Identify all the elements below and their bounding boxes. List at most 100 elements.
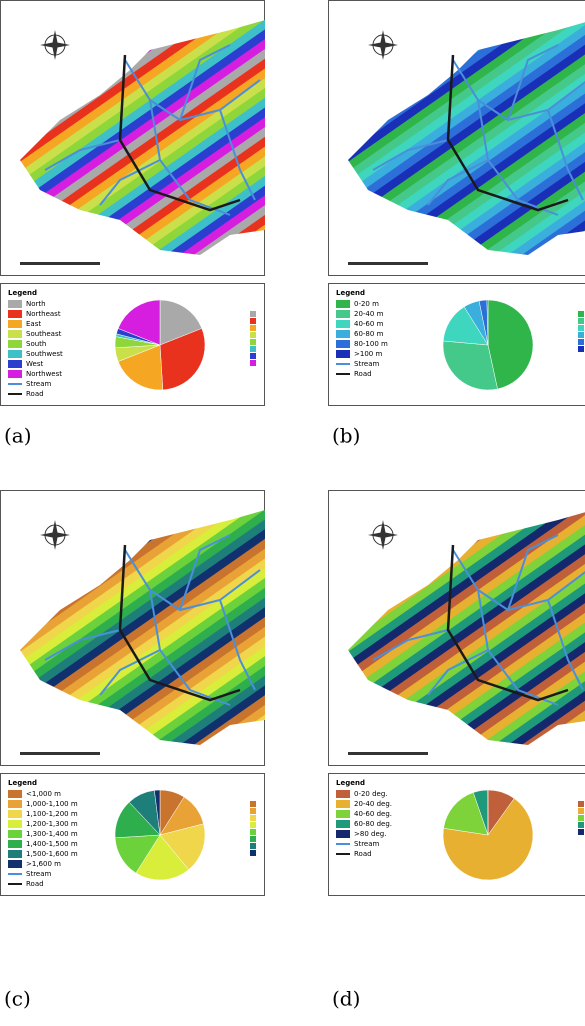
legend-title: Legend <box>8 289 37 297</box>
panel: Legend<1,000 m1,000-1,100 m1,100-1,200 m… <box>1 491 266 896</box>
pie-key <box>250 815 256 821</box>
panel: Legend 0-20 m 20-40 m 40-60 m 60-80 m 80-100 … <box>329 1 585 406</box>
legend-swatch <box>336 340 350 348</box>
legend-label: 0-20 m <box>354 300 379 308</box>
pie-key <box>250 318 256 324</box>
legend-label: West <box>26 360 43 368</box>
pie-key <box>250 850 256 856</box>
pie-key <box>578 325 584 331</box>
legend-label: 40-60 m <box>354 320 384 328</box>
legend-title: Legend <box>336 289 365 297</box>
panel: Legend0-20 deg.20-40 deg.40-60 deg.60-80… <box>329 491 585 896</box>
legend-swatch <box>8 800 22 808</box>
legend-label: 20-40 m <box>354 310 384 318</box>
legend-label: Road <box>354 850 372 858</box>
legend-label: Southwest <box>26 350 63 358</box>
legend-swatch <box>8 820 22 828</box>
legend-swatch <box>336 350 350 358</box>
pie-key <box>578 801 584 807</box>
legend-swatch <box>336 820 350 828</box>
legend-label: >100 m <box>354 350 382 358</box>
legend-label: Road <box>26 880 44 888</box>
legend-label: South <box>26 340 46 348</box>
pie-key <box>250 808 256 814</box>
legend-title: Legend <box>8 779 37 787</box>
pie-key <box>250 843 256 849</box>
pie-key <box>578 346 584 352</box>
pie-key <box>578 311 584 317</box>
legend-label: >80 deg. <box>354 830 386 838</box>
legend-swatch <box>8 790 22 798</box>
legend-swatch <box>336 800 350 808</box>
pie-key <box>250 353 256 359</box>
legend-label: Stream <box>354 840 380 848</box>
legend-swatch <box>8 340 22 348</box>
scale-bar <box>20 262 100 265</box>
panel-label: (a) <box>4 424 32 448</box>
legend-label: Northwest <box>26 370 62 378</box>
panel: Legend North Northeast East Southeast South So… <box>1 1 266 406</box>
pie-key <box>250 360 256 366</box>
legend-swatch <box>8 350 22 358</box>
legend-label: Road <box>26 390 44 398</box>
pie-key <box>250 822 256 828</box>
legend-label: 60-80 deg. <box>354 820 392 828</box>
legend-label: 80-100 m <box>354 340 388 348</box>
pie-key <box>250 346 256 352</box>
scale-bar <box>348 262 428 265</box>
panel-label: (d) <box>332 987 360 1011</box>
legend-label: 1,300-1,400 m <box>26 830 78 838</box>
pie-key <box>250 325 256 331</box>
legend-label: >1,600 m <box>26 860 61 868</box>
pie-key <box>250 801 256 807</box>
pie-key <box>250 332 256 338</box>
legend-label: Road <box>354 370 372 378</box>
pie-key <box>250 311 256 317</box>
legend-label: 60-80 m <box>354 330 384 338</box>
legend-swatch <box>8 360 22 368</box>
legend-swatch <box>336 310 350 318</box>
pie-key <box>578 822 584 828</box>
legend-swatch <box>8 810 22 818</box>
pie-key <box>578 829 584 835</box>
legend-swatch <box>336 790 350 798</box>
legend-swatch <box>8 840 22 848</box>
legend-swatch <box>8 370 22 378</box>
page: Legend North Northeast East Southeast South So… <box>0 0 585 1026</box>
legend-swatch <box>8 860 22 868</box>
legend-label: North <box>26 300 46 308</box>
pie-key <box>578 332 584 338</box>
legend-swatch <box>336 830 350 838</box>
legend-swatch <box>8 330 22 338</box>
legend-label: Stream <box>26 870 52 878</box>
pie-key <box>250 829 256 835</box>
legend-label: 1,100-1,200 m <box>26 810 78 818</box>
legend-label: 1,000-1,100 m <box>26 800 78 808</box>
legend-label: 1,500-1,600 m <box>26 850 78 858</box>
panel-label: (b) <box>332 424 360 448</box>
legend-label: 40-60 deg. <box>354 810 392 818</box>
legend-swatch <box>8 300 22 308</box>
scale-bar <box>20 752 100 755</box>
pie-key <box>578 339 584 345</box>
scale-bar <box>348 752 428 755</box>
legend-swatch <box>336 810 350 818</box>
pie-key <box>578 815 584 821</box>
legend-label: Stream <box>354 360 380 368</box>
legend-label: East <box>26 320 41 328</box>
pie-key <box>250 836 256 842</box>
legend-swatch <box>8 310 22 318</box>
legend-label: 0-20 deg. <box>354 790 388 798</box>
legend-title: Legend <box>336 779 365 787</box>
pie-key <box>578 318 584 324</box>
legend-swatch <box>336 300 350 308</box>
legend-label: Stream <box>26 380 52 388</box>
panel-label: (c) <box>4 987 31 1011</box>
legend-swatch <box>8 850 22 858</box>
legend-swatch <box>336 320 350 328</box>
legend-label: Southeast <box>26 330 62 338</box>
legend-label: Northeast <box>26 310 61 318</box>
legend-swatch <box>336 330 350 338</box>
legend-label: 1,400-1,500 m <box>26 840 78 848</box>
legend-label: 1,200-1,300 m <box>26 820 78 828</box>
